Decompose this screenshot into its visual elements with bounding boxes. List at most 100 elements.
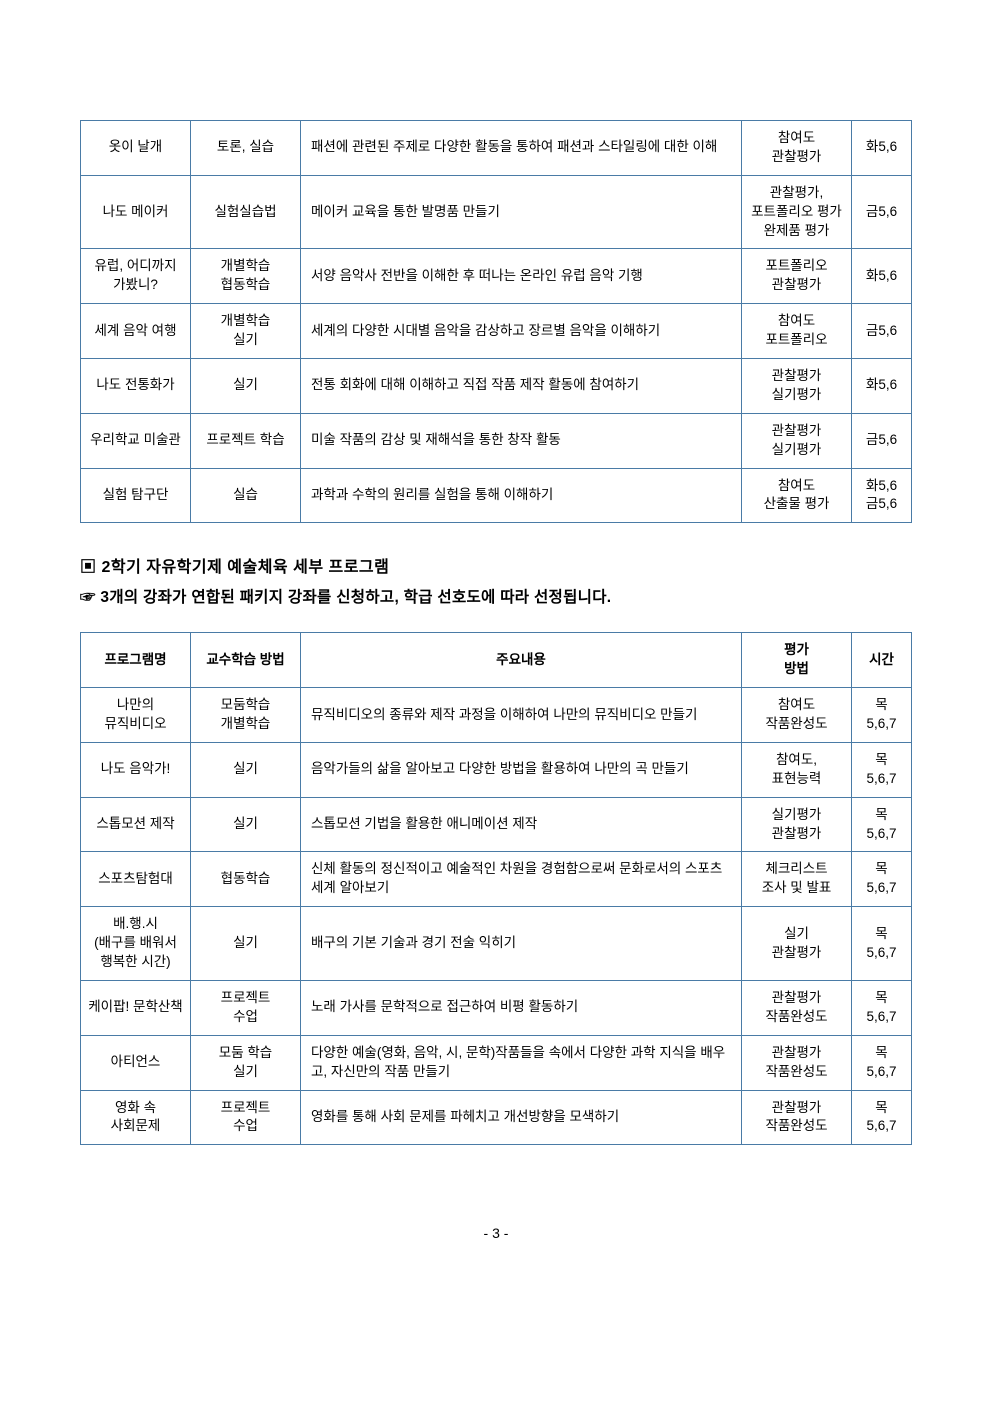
cell-content: 음악가들의 삶을 알아보고 다양한 방법을 활용하여 나만의 곡 만들기 xyxy=(301,742,742,797)
table-row: 우리학교 미술관프로젝트 학습미술 작품의 감상 및 재해석을 통한 창작 활동… xyxy=(81,413,912,468)
table-row: 아티언스모둠 학습실기다양한 예술(영화, 음악, 시, 문학)작품들을 속에서… xyxy=(81,1035,912,1090)
cell-eval: 실기관찰평가 xyxy=(742,907,852,981)
cell-program: 스포츠탐험대 xyxy=(81,852,191,907)
page-number: - 3 - xyxy=(80,1225,912,1241)
cell-content: 스톱모션 기법을 활용한 애니메이션 제작 xyxy=(301,797,742,852)
cell-time: 목5,6,7 xyxy=(852,852,912,907)
cell-eval: 실기평가관찰평가 xyxy=(742,797,852,852)
cell-eval: 관찰평가,포트폴리오 평가완제품 평가 xyxy=(742,175,852,249)
cell-program: 우리학교 미술관 xyxy=(81,413,191,468)
cell-program: 나도 음악가! xyxy=(81,742,191,797)
cell-eval: 관찰평가작품완성도 xyxy=(742,1090,852,1145)
cell-method: 실기 xyxy=(191,359,301,414)
cell-program: 영화 속사회문제 xyxy=(81,1090,191,1145)
cell-method: 실기 xyxy=(191,907,301,981)
cell-content: 영화를 통해 사회 문제를 파헤치고 개선방향을 모색하기 xyxy=(301,1090,742,1145)
cell-content: 다양한 예술(영화, 음악, 시, 문학)작품들을 속에서 다양한 과학 지식을… xyxy=(301,1035,742,1090)
cell-program: 나만의뮤직비디오 xyxy=(81,688,191,743)
cell-content: 미술 작품의 감상 및 재해석을 통한 창작 활동 xyxy=(301,413,742,468)
cell-time: 목5,6,7 xyxy=(852,980,912,1035)
cell-content: 과학과 수학의 원리를 실험을 통해 이해하기 xyxy=(301,468,742,523)
table-row: 스포츠탐험대협동학습신체 활동의 정신적이고 예술적인 차원을 경험함으로써 문… xyxy=(81,852,912,907)
cell-eval: 참여도관찰평가 xyxy=(742,121,852,176)
header-time: 시간 xyxy=(852,633,912,688)
table-row: 세계 음악 여행개별학습실기세계의 다양한 시대별 음악을 감상하고 장르별 음… xyxy=(81,304,912,359)
table-row: 나만의뮤직비디오모둠학습개별학습뮤직비디오의 종류와 제작 과정을 이해하여 나… xyxy=(81,688,912,743)
cell-method: 모둠 학습실기 xyxy=(191,1035,301,1090)
cell-eval: 참여도산출물 평가 xyxy=(742,468,852,523)
cell-method: 협동학습 xyxy=(191,852,301,907)
table-header-row: 프로그램명 교수학습 방법 주요내용 평가방법 시간 xyxy=(81,633,912,688)
cell-method: 실기 xyxy=(191,797,301,852)
cell-content: 신체 활동의 정신적이고 예술적인 차원을 경험함으로써 문화로서의 스포츠 세… xyxy=(301,852,742,907)
cell-program: 실험 탐구단 xyxy=(81,468,191,523)
cell-time: 금5,6 xyxy=(852,304,912,359)
cell-time: 화5,6 xyxy=(852,121,912,176)
cell-method: 실기 xyxy=(191,742,301,797)
cell-method: 프로젝트 학습 xyxy=(191,413,301,468)
cell-content: 서양 음악사 전반을 이해한 후 떠나는 온라인 유럽 음악 기행 xyxy=(301,249,742,304)
cell-program: 나도 메이커 xyxy=(81,175,191,249)
header-eval: 평가방법 xyxy=(742,633,852,688)
cell-time: 목5,6,7 xyxy=(852,907,912,981)
cell-eval: 포트폴리오관찰평가 xyxy=(742,249,852,304)
cell-program: 나도 전통화가 xyxy=(81,359,191,414)
table-row: 나도 음악가!실기음악가들의 삶을 알아보고 다양한 방법을 활용하여 나만의 … xyxy=(81,742,912,797)
table-row: 유럽, 어디까지가봤니?개별학습협동학습서양 음악사 전반을 이해한 후 떠나는… xyxy=(81,249,912,304)
section-heading: ▣ 2학기 자유학기제 예술체육 세부 프로그램 xyxy=(80,553,912,577)
table-row: 실험 탐구단실습과학과 수학의 원리를 실험을 통해 이해하기참여도산출물 평가… xyxy=(81,468,912,523)
cell-content: 노래 가사를 문학적으로 접근하여 비평 활동하기 xyxy=(301,980,742,1035)
cell-program: 배.행.시(배구를 배워서행복한 시간) xyxy=(81,907,191,981)
table-row: 영화 속사회문제프로젝트수업영화를 통해 사회 문제를 파헤치고 개선방향을 모… xyxy=(81,1090,912,1145)
table-row: 케이팝! 문학산책프로젝트수업노래 가사를 문학적으로 접근하여 비평 활동하기… xyxy=(81,980,912,1035)
cell-program: 아티언스 xyxy=(81,1035,191,1090)
cell-method: 프로젝트수업 xyxy=(191,1090,301,1145)
section-note: ☞ 3개의 강좌가 연합된 패키지 강좌를 신청하고, 학급 선호도에 따라 선… xyxy=(80,585,912,607)
table-row: 나도 전통화가실기전통 회화에 대해 이해하고 직접 작품 제작 활동에 참여하… xyxy=(81,359,912,414)
table-row: 배.행.시(배구를 배워서행복한 시간)실기배구의 기본 기술과 경기 전술 익… xyxy=(81,907,912,981)
cell-eval: 참여도작품완성도 xyxy=(742,688,852,743)
cell-content: 뮤직비디오의 종류와 제작 과정을 이해하여 나만의 뮤직비디오 만들기 xyxy=(301,688,742,743)
cell-time: 목5,6,7 xyxy=(852,688,912,743)
programs-table-2: 프로그램명 교수학습 방법 주요내용 평가방법 시간 나만의뮤직비디오모둠학습개… xyxy=(80,632,912,1145)
cell-content: 전통 회화에 대해 이해하고 직접 작품 제작 활동에 참여하기 xyxy=(301,359,742,414)
header-method: 교수학습 방법 xyxy=(191,633,301,688)
cell-content: 세계의 다양한 시대별 음악을 감상하고 장르별 음악을 이해하기 xyxy=(301,304,742,359)
cell-program: 스톱모션 제작 xyxy=(81,797,191,852)
cell-program: 유럽, 어디까지가봤니? xyxy=(81,249,191,304)
cell-program: 옷이 날개 xyxy=(81,121,191,176)
cell-time: 금5,6 xyxy=(852,413,912,468)
cell-time: 목5,6,7 xyxy=(852,1090,912,1145)
cell-time: 금5,6 xyxy=(852,175,912,249)
table-row: 옷이 날개토론, 실습패션에 관련된 주제로 다양한 활동을 통하여 패션과 스… xyxy=(81,121,912,176)
cell-eval: 관찰평가실기평가 xyxy=(742,413,852,468)
cell-program: 세계 음악 여행 xyxy=(81,304,191,359)
cell-eval: 관찰평가실기평가 xyxy=(742,359,852,414)
programs-table-1: 옷이 날개토론, 실습패션에 관련된 주제로 다양한 활동을 통하여 패션과 스… xyxy=(80,120,912,523)
cell-content: 메이커 교육을 통한 발명품 만들기 xyxy=(301,175,742,249)
table-row: 스톱모션 제작실기스톱모션 기법을 활용한 애니메이션 제작실기평가관찰평가목5… xyxy=(81,797,912,852)
cell-eval: 체크리스트조사 및 발표 xyxy=(742,852,852,907)
cell-time: 화5,6금5,6 xyxy=(852,468,912,523)
header-program: 프로그램명 xyxy=(81,633,191,688)
cell-method: 프로젝트수업 xyxy=(191,980,301,1035)
cell-method: 개별학습실기 xyxy=(191,304,301,359)
header-content: 주요내용 xyxy=(301,633,742,688)
cell-method: 실습 xyxy=(191,468,301,523)
cell-method: 토론, 실습 xyxy=(191,121,301,176)
cell-content: 배구의 기본 기술과 경기 전술 익히기 xyxy=(301,907,742,981)
cell-eval: 관찰평가작품완성도 xyxy=(742,1035,852,1090)
table-row: 나도 메이커실험실습법메이커 교육을 통한 발명품 만들기관찰평가,포트폴리오 … xyxy=(81,175,912,249)
cell-content: 패션에 관련된 주제로 다양한 활동을 통하여 패션과 스타일링에 대한 이해 xyxy=(301,121,742,176)
cell-eval: 참여도,표현능력 xyxy=(742,742,852,797)
cell-program: 케이팝! 문학산책 xyxy=(81,980,191,1035)
cell-eval: 참여도포트폴리오 xyxy=(742,304,852,359)
cell-eval: 관찰평가작품완성도 xyxy=(742,980,852,1035)
cell-time: 목5,6,7 xyxy=(852,797,912,852)
cell-time: 목5,6,7 xyxy=(852,742,912,797)
cell-method: 개별학습협동학습 xyxy=(191,249,301,304)
cell-time: 화5,6 xyxy=(852,359,912,414)
cell-method: 실험실습법 xyxy=(191,175,301,249)
cell-time: 화5,6 xyxy=(852,249,912,304)
cell-method: 모둠학습개별학습 xyxy=(191,688,301,743)
